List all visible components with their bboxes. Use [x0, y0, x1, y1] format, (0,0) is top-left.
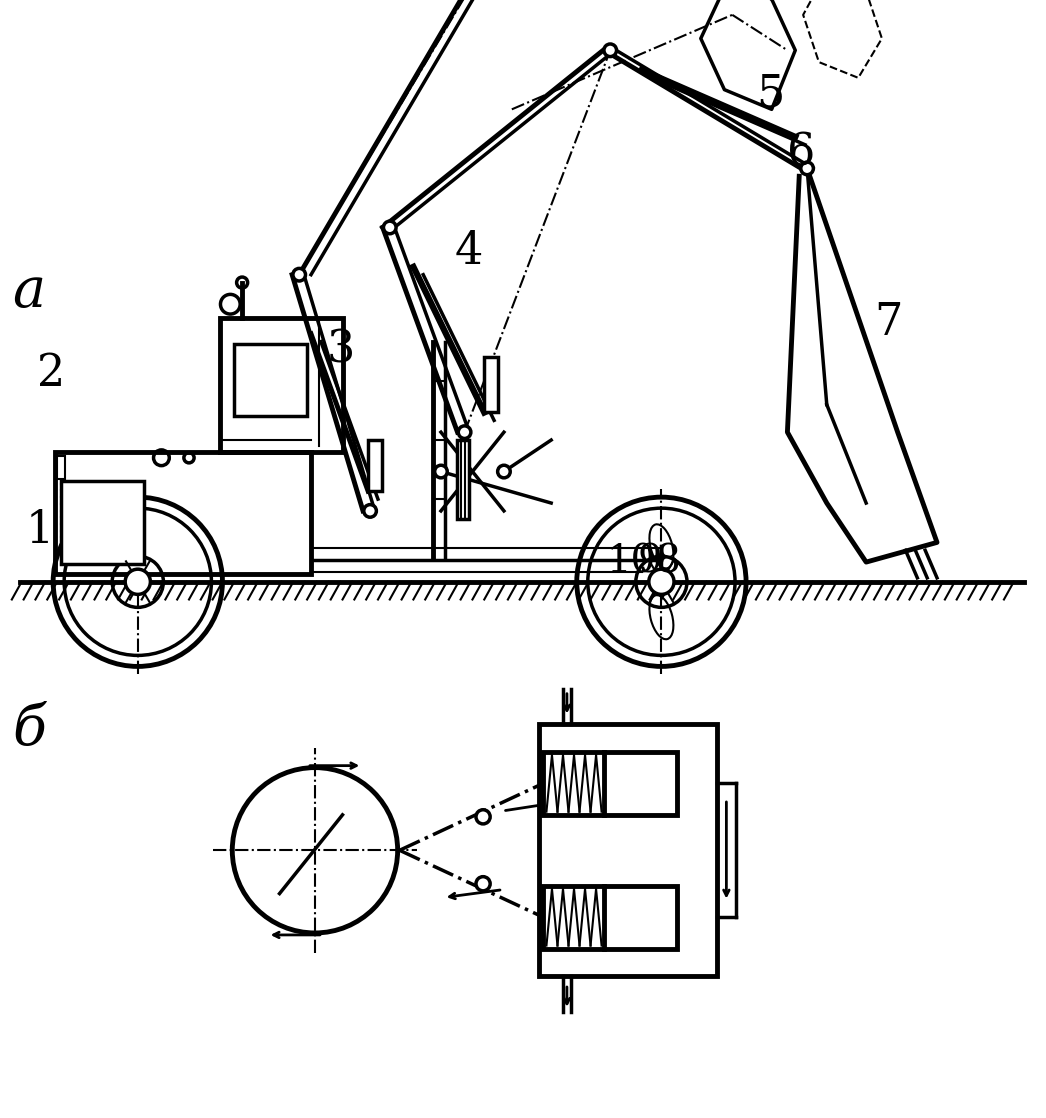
Circle shape [126, 570, 151, 595]
Text: а: а [12, 264, 45, 319]
Bar [221, 319, 342, 453]
Bar [368, 440, 382, 492]
Text: 1: 1 [25, 509, 53, 552]
Text: 10: 10 [606, 543, 655, 580]
Text: 3: 3 [326, 328, 355, 371]
Circle shape [458, 426, 471, 439]
Bar [61, 482, 143, 565]
Text: 7: 7 [873, 301, 902, 343]
Text: 5: 5 [755, 72, 783, 115]
Circle shape [293, 269, 305, 282]
Text: 9: 9 [637, 543, 662, 580]
Text: б: б [12, 702, 46, 756]
Bar [55, 453, 311, 575]
Circle shape [649, 570, 674, 595]
Circle shape [221, 295, 240, 314]
Text: 6: 6 [787, 131, 815, 174]
Circle shape [800, 163, 813, 176]
Bar [58, 456, 65, 480]
Bar [484, 358, 498, 413]
Text: 4: 4 [454, 229, 482, 273]
Bar [234, 344, 306, 417]
Circle shape [476, 877, 490, 891]
Bar [543, 885, 677, 949]
Bar [539, 724, 715, 976]
Circle shape [604, 45, 616, 57]
Circle shape [497, 466, 509, 479]
Circle shape [434, 466, 447, 479]
Circle shape [476, 809, 490, 824]
Text: 2: 2 [38, 351, 66, 395]
Text: 8: 8 [655, 543, 680, 580]
Circle shape [383, 221, 395, 235]
Circle shape [363, 505, 377, 518]
Bar [456, 440, 469, 519]
Bar [543, 752, 677, 815]
